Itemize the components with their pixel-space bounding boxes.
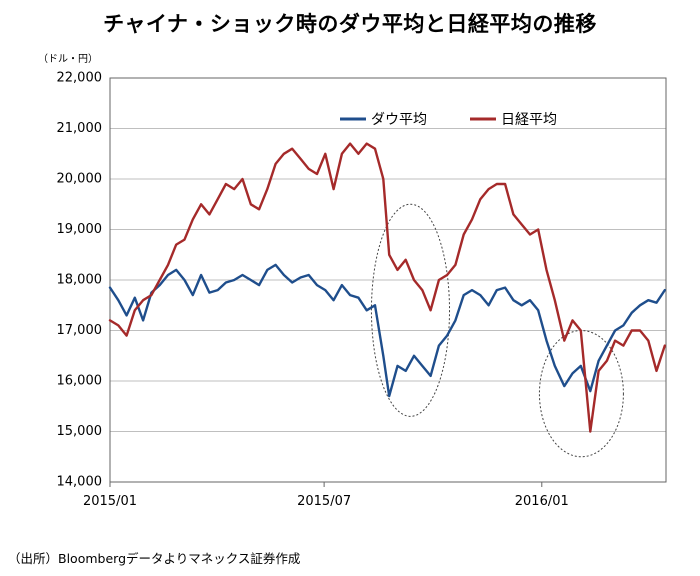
y-tick-label: 19,000: [57, 222, 103, 237]
series-line-nikkei: [108, 142, 666, 433]
series-lines: [108, 142, 666, 433]
unit-label: （ドル・円）: [38, 54, 98, 65]
chart-title: チャイナ・ショック時のダウ平均と日経平均の推移: [103, 12, 597, 36]
plot-frame: [109, 77, 667, 483]
source-note: （出所）Bloombergデータよりマネックス証券作成: [8, 551, 301, 566]
x-tick-label: 2016/01: [515, 494, 569, 509]
annotation-ellipse: [370, 203, 451, 417]
series-line-dow: [108, 263, 666, 398]
legend: ダウ平均 日経平均: [340, 112, 557, 128]
legend-label: 日経平均: [501, 112, 557, 128]
x-tick-label: 2015/01: [83, 494, 137, 509]
y-tick-label: 20,000: [57, 172, 103, 187]
legend-label: ダウ平均: [371, 112, 427, 128]
axes: 14,000 15,000 16,000 17,000 18,000 19,000 20,0…: [57, 71, 667, 509]
y-tick-label: 14,000: [57, 475, 103, 490]
gridlines: [110, 77, 666, 483]
y-tick-label: 21,000: [57, 121, 103, 136]
y-tick-label: 22,000: [57, 71, 103, 86]
y-tick-label: 18,000: [57, 273, 103, 288]
y-tick-label: 15,000: [57, 424, 103, 439]
y-tick-label: 16,000: [57, 374, 103, 389]
y-tick-label: 17,000: [57, 323, 103, 338]
x-tick-label: 2015/07: [297, 494, 351, 509]
